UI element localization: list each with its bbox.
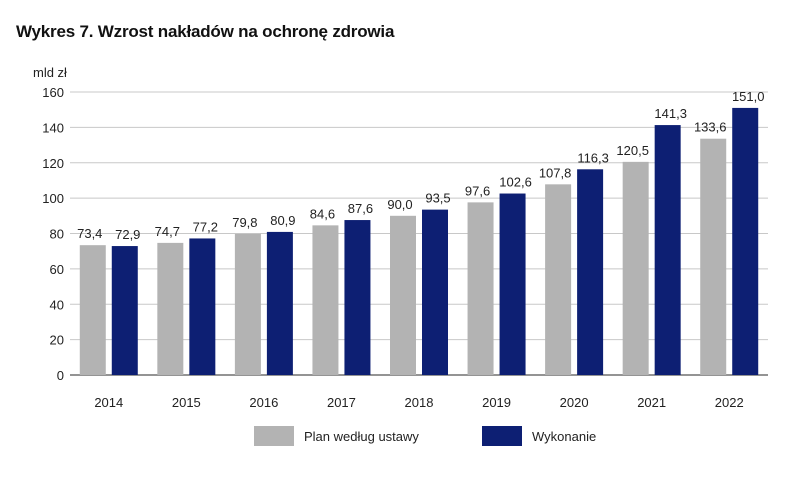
bar-plan <box>157 242 184 375</box>
bar-plan <box>622 161 649 375</box>
bar-wykonanie <box>422 209 448 375</box>
data-label: 77,2 <box>193 219 218 234</box>
data-label: 97,6 <box>465 183 490 198</box>
data-label: 141,3 <box>654 106 687 121</box>
x-tick-label: 2016 <box>249 395 278 410</box>
data-label: 107,8 <box>539 165 572 180</box>
data-label: 102,6 <box>499 175 532 190</box>
bar-wykonanie <box>577 169 604 375</box>
data-label: 90,0 <box>387 197 412 212</box>
legend-label: Wykonanie <box>532 429 596 444</box>
legend-swatch <box>482 426 522 446</box>
data-label: 73,4 <box>77 226 102 241</box>
x-tick-label: 2019 <box>482 395 511 410</box>
data-label: 72,9 <box>115 227 140 242</box>
x-tick-label: 2018 <box>405 395 434 410</box>
x-tick-label: 2015 <box>172 395 201 410</box>
bar-wykonanie <box>189 238 216 375</box>
y-tick-label: 80 <box>50 227 64 242</box>
y-tick-label: 20 <box>50 333 64 348</box>
x-tick-label: 2014 <box>94 395 123 410</box>
bar-wykonanie <box>654 125 681 375</box>
y-tick-label: 100 <box>42 191 64 206</box>
data-label: 74,7 <box>155 224 180 239</box>
y-tick-label: 40 <box>50 297 64 312</box>
legend-label: Plan według ustawy <box>304 429 419 444</box>
x-tick-label: 2021 <box>637 395 666 410</box>
data-label: 79,8 <box>232 215 257 230</box>
data-label: 93,5 <box>425 191 450 206</box>
bar-plan <box>312 225 339 375</box>
x-tick-label: 2022 <box>715 395 744 410</box>
data-label: 80,9 <box>270 213 295 228</box>
y-tick-label: 60 <box>50 262 64 277</box>
bar-plan <box>234 233 261 375</box>
bar-plan <box>79 245 106 375</box>
x-tick-label: 2020 <box>560 395 589 410</box>
data-label: 84,6 <box>310 206 335 221</box>
data-label: 133,6 <box>694 120 727 135</box>
y-tick-label: 160 <box>42 85 64 100</box>
data-label: 116,3 <box>577 150 609 165</box>
bar-wykonanie <box>111 246 138 375</box>
legend: Plan według ustawy Wykonanie <box>254 426 596 446</box>
y-tick-label: 0 <box>57 368 64 383</box>
y-axis-label: mld zł <box>33 65 67 80</box>
bar-plan <box>390 215 416 375</box>
bar-plan <box>467 202 494 375</box>
data-label: 87,6 <box>348 201 373 216</box>
bar-wykonanie <box>732 107 759 375</box>
bar-plan <box>700 138 727 375</box>
bar-wykonanie <box>499 193 526 375</box>
bar-wykonanie <box>266 231 293 375</box>
bar-wykonanie <box>344 220 371 375</box>
legend-swatch <box>254 426 294 446</box>
data-label: 120,5 <box>616 143 649 158</box>
bar-plan <box>545 184 572 375</box>
y-tick-label: 120 <box>42 156 64 171</box>
x-tick-label: 2017 <box>327 395 356 410</box>
chart-title: Wykres 7. Wzrost nakładów na ochronę zdr… <box>16 22 395 41</box>
data-label: 151,0 <box>732 89 765 104</box>
y-tick-label: 140 <box>42 120 64 135</box>
